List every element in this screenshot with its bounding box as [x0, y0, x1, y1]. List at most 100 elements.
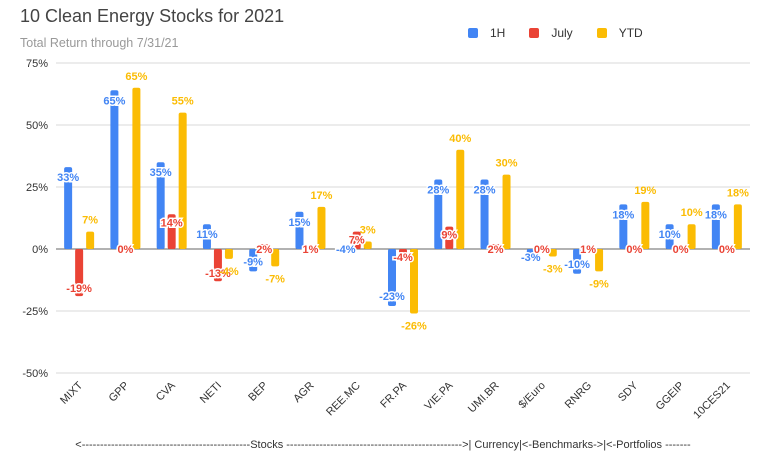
data-label-july: 14%: [161, 217, 183, 229]
y-tick-label: 75%: [26, 58, 48, 70]
x-tick-label: BEP: [246, 380, 270, 404]
bar-ytd-2: [178, 112, 187, 249]
x-tick-label: $/Euro: [517, 380, 548, 411]
data-label-1h: -23%: [379, 291, 405, 303]
bar-july-2: [167, 214, 176, 249]
chart-title: 10 Clean Energy Stocks for 2021: [20, 6, 285, 26]
x-tick-label: NETI: [198, 380, 224, 406]
x-tick-label: 10CES21: [691, 380, 733, 422]
bar-july-13: [676, 247, 685, 249]
data-label-1h: 65%: [103, 95, 125, 107]
data-label-1h: 28%: [474, 185, 496, 197]
bar-1h-12: [619, 204, 628, 249]
data-label-july: -4%: [393, 252, 413, 264]
data-label-july: -13%: [205, 268, 231, 280]
data-label-july: 1%: [580, 244, 596, 256]
data-label-july: 0%: [719, 244, 735, 256]
data-label-1h: 35%: [150, 167, 172, 179]
data-label-july: 0%: [534, 244, 550, 256]
bar-july-6: [352, 231, 361, 249]
bar-1h-6: [341, 249, 350, 254]
data-label-july: 7%: [349, 235, 365, 247]
bar-ytd-4: [271, 249, 280, 267]
bar-july-0: [75, 249, 84, 297]
legend-item-july: July: [529, 26, 573, 40]
bar-1h-9: [480, 179, 489, 249]
data-label-july: 0%: [626, 244, 642, 256]
bar-1h-1: [110, 90, 119, 249]
data-label-ytd: -4%: [219, 266, 239, 278]
data-label-ytd: 30%: [496, 158, 518, 170]
data-label-ytd: 65%: [125, 71, 147, 83]
bar-1h-5: [295, 211, 304, 249]
data-label-ytd: 40%: [449, 133, 471, 145]
x-axis-caption: <---------------------------------------…: [75, 439, 691, 451]
data-label-1h: 11%: [196, 229, 218, 241]
data-label-ytd: 55%: [172, 96, 194, 108]
data-label-july: -19%: [66, 283, 92, 295]
data-label-1h: -3%: [521, 252, 541, 264]
bar-1h-3: [202, 224, 211, 249]
bar-ytd-11: [595, 249, 604, 272]
bar-1h-10: [526, 249, 535, 257]
bar-ytd-3: [224, 249, 233, 259]
bar-1h-0: [64, 167, 73, 249]
data-label-july: 9%: [441, 230, 457, 242]
legend: 1H July YTD: [468, 26, 667, 40]
data-label-ytd: 19%: [634, 185, 656, 197]
legend-label-july: July: [551, 26, 573, 40]
x-tick-label: SDY: [616, 379, 641, 404]
bar-july-9: [491, 244, 500, 249]
bar-ytd-6: [363, 241, 372, 249]
x-tick-label: GGEIP: [654, 380, 687, 413]
x-tick-label: CVA: [154, 379, 178, 403]
x-tick-label: AGR: [291, 380, 316, 405]
bar-ytd-10: [548, 249, 557, 257]
data-label-1h: 18%: [612, 209, 634, 221]
legend-swatch-ytd: [596, 28, 607, 38]
data-label-ytd: -26%: [401, 320, 427, 332]
data-label-1h: 10%: [659, 229, 681, 241]
bar-ytd-13: [687, 224, 696, 249]
bar-ytd-12: [641, 201, 650, 249]
data-label-1h: 33%: [57, 172, 79, 184]
bar-ytd-5: [317, 206, 326, 249]
data-label-ytd: -3%: [543, 263, 563, 275]
bar-ytd-9: [502, 174, 511, 249]
bar-july-5: [306, 246, 315, 249]
legend-swatch-1h: [468, 28, 478, 38]
bar-ytd-1: [132, 87, 141, 249]
x-tick-label: REE.MC: [324, 380, 363, 419]
legend-item-1h: 1H: [468, 26, 505, 40]
bar-july-4: [260, 244, 269, 249]
data-label-july: 0%: [673, 244, 689, 256]
bar-july-10: [537, 247, 546, 249]
x-tick-label: MIXT: [58, 379, 85, 406]
bar-1h-4: [249, 249, 258, 272]
x-tick-label: UMI.BR: [466, 380, 502, 416]
data-label-1h: 28%: [427, 185, 449, 197]
bar-ytd-0: [86, 231, 95, 249]
data-label-ytd: -7%: [265, 273, 285, 285]
data-label-ytd: 10%: [681, 207, 703, 219]
bar-ytd-8: [456, 149, 465, 249]
y-tick-label: 25%: [26, 182, 48, 194]
data-label-july: 2%: [488, 244, 504, 256]
bar-ytd-7: [410, 249, 418, 314]
y-tick-label: 50%: [26, 120, 48, 132]
bar-1h-8: [434, 179, 443, 249]
bar-1h-7: [388, 249, 396, 307]
data-label-ytd: 3%: [360, 225, 376, 237]
data-label-ytd: -9%: [589, 278, 609, 290]
data-label-july: 2%: [256, 244, 272, 256]
data-label-ytd: 7%: [82, 215, 98, 227]
x-tick-label: FR.PA: [378, 379, 409, 410]
bar-1h-13: [665, 224, 674, 249]
legend-label-1h: 1H: [490, 26, 506, 40]
x-tick-label: GPP: [107, 380, 132, 405]
data-label-1h: -10%: [564, 259, 590, 271]
bar-july-14: [722, 247, 731, 249]
data-label-july: 0%: [117, 244, 133, 256]
y-tick-label: -25%: [22, 306, 48, 318]
